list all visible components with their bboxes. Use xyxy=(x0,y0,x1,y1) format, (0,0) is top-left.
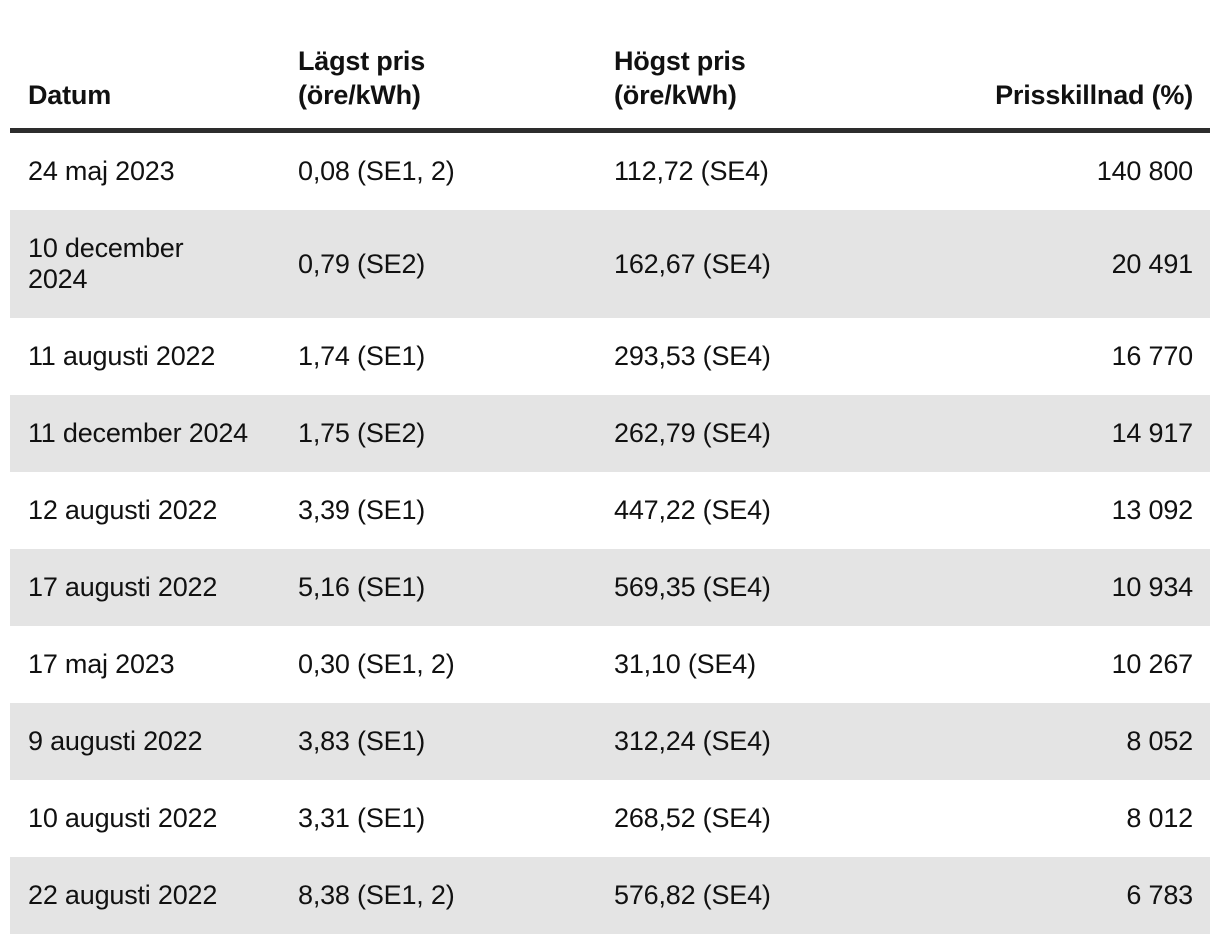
cell-datum: 17 maj 2023 xyxy=(28,649,175,679)
cell-lowest-price: 3,31 (SE1) xyxy=(298,803,426,833)
cell-price-difference: 10 934 xyxy=(1111,572,1194,602)
cell-lowest-price: 5,16 (SE1) xyxy=(298,572,426,602)
cell-highest-price: 293,53 (SE4) xyxy=(614,341,771,371)
price-comparison-table: Datum Lägst pris (öre/kWh) Högst pris (ö… xyxy=(10,0,1210,934)
table-row: 10 augusti 2022 3,31 (SE1) 268,52 (SE4) … xyxy=(10,780,1210,857)
table-row: 17 augusti 2022 5,16 (SE1) 569,35 (SE4) … xyxy=(10,549,1210,626)
cell-price-difference: 20 491 xyxy=(1111,248,1194,279)
header-row: Datum Lägst pris (öre/kWh) Högst pris (ö… xyxy=(10,0,1210,133)
cell-lowest-price: 0,30 (SE1, 2) xyxy=(298,649,455,679)
cell-datum: 24 maj 2023 xyxy=(28,156,175,186)
table-row: 11 december 2024 1,75 (SE2) 262,79 (SE4)… xyxy=(10,395,1210,472)
table-row: 10 december 2024 0,79 (SE2) 162,67 (SE4)… xyxy=(10,210,1210,318)
table-header: Datum Lägst pris (öre/kWh) Högst pris (ö… xyxy=(10,0,1210,133)
cell-datum: 22 augusti 2022 xyxy=(28,880,218,910)
cell-lowest-price: 1,74 (SE1) xyxy=(298,341,426,371)
cell-lowest-price: 0,79 (SE2) xyxy=(298,248,426,279)
cell-highest-price: 576,82 (SE4) xyxy=(614,880,771,910)
column-header-price-difference: Prisskillnad (%) xyxy=(900,0,1210,133)
column-header-datum: Datum xyxy=(10,0,298,133)
cell-datum: 12 augusti 2022 xyxy=(28,495,218,525)
cell-datum: 9 augusti 2022 xyxy=(28,726,203,756)
cell-lowest-price: 0,08 (SE1, 2) xyxy=(298,156,455,186)
cell-price-difference: 14 917 xyxy=(1111,418,1194,448)
table-row: 11 augusti 2022 1,74 (SE1) 293,53 (SE4) … xyxy=(10,318,1210,395)
cell-price-difference: 16 770 xyxy=(1111,341,1194,371)
cell-lowest-price: 3,83 (SE1) xyxy=(298,726,426,756)
column-header-highest-price: Högst pris (öre/kWh) xyxy=(614,0,900,133)
cell-highest-price: 162,67 (SE4) xyxy=(614,248,771,279)
cell-price-difference: 8 012 xyxy=(1126,803,1193,833)
cell-price-difference: 10 267 xyxy=(1111,649,1194,679)
column-header-lowest-price: Lägst pris (öre/kWh) xyxy=(298,0,614,133)
cell-highest-price: 312,24 (SE4) xyxy=(614,726,771,756)
table-row: 9 augusti 2022 3,83 (SE1) 312,24 (SE4) 8… xyxy=(10,703,1210,780)
cell-price-difference: 140 800 xyxy=(1096,156,1193,186)
table-row: 22 augusti 2022 8,38 (SE1, 2) 576,82 (SE… xyxy=(10,857,1210,934)
cell-highest-price: 262,79 (SE4) xyxy=(614,418,771,448)
cell-highest-price: 112,72 (SE4) xyxy=(614,156,769,186)
cell-datum: 10 augusti 2022 xyxy=(28,803,218,833)
cell-lowest-price: 1,75 (SE2) xyxy=(298,418,426,448)
cell-highest-price: 268,52 (SE4) xyxy=(614,803,771,833)
table-row: 17 maj 2023 0,30 (SE1, 2) 31,10 (SE4) 10… xyxy=(10,626,1210,703)
cell-highest-price: 569,35 (SE4) xyxy=(614,572,771,602)
cell-price-difference: 6 783 xyxy=(1126,880,1193,910)
cell-price-difference: 8 052 xyxy=(1126,726,1193,756)
table-row: 12 augusti 2022 3,39 (SE1) 447,22 (SE4) … xyxy=(10,472,1210,549)
cell-lowest-price: 3,39 (SE1) xyxy=(298,495,426,525)
cell-lowest-price: 8,38 (SE1, 2) xyxy=(298,880,455,910)
table-body: 24 maj 2023 0,08 (SE1, 2) 112,72 (SE4) 1… xyxy=(10,131,1210,934)
table-row: 24 maj 2023 0,08 (SE1, 2) 112,72 (SE4) 1… xyxy=(10,131,1210,211)
cell-highest-price: 447,22 (SE4) xyxy=(614,495,771,525)
cell-datum: 17 augusti 2022 xyxy=(28,572,218,602)
cell-datum: 10 december 2024 xyxy=(28,233,184,294)
cell-price-difference: 13 092 xyxy=(1111,495,1194,525)
cell-highest-price: 31,10 (SE4) xyxy=(614,649,756,679)
cell-datum: 11 december 2024 xyxy=(28,418,248,448)
cell-datum: 11 augusti 2022 xyxy=(28,341,216,371)
